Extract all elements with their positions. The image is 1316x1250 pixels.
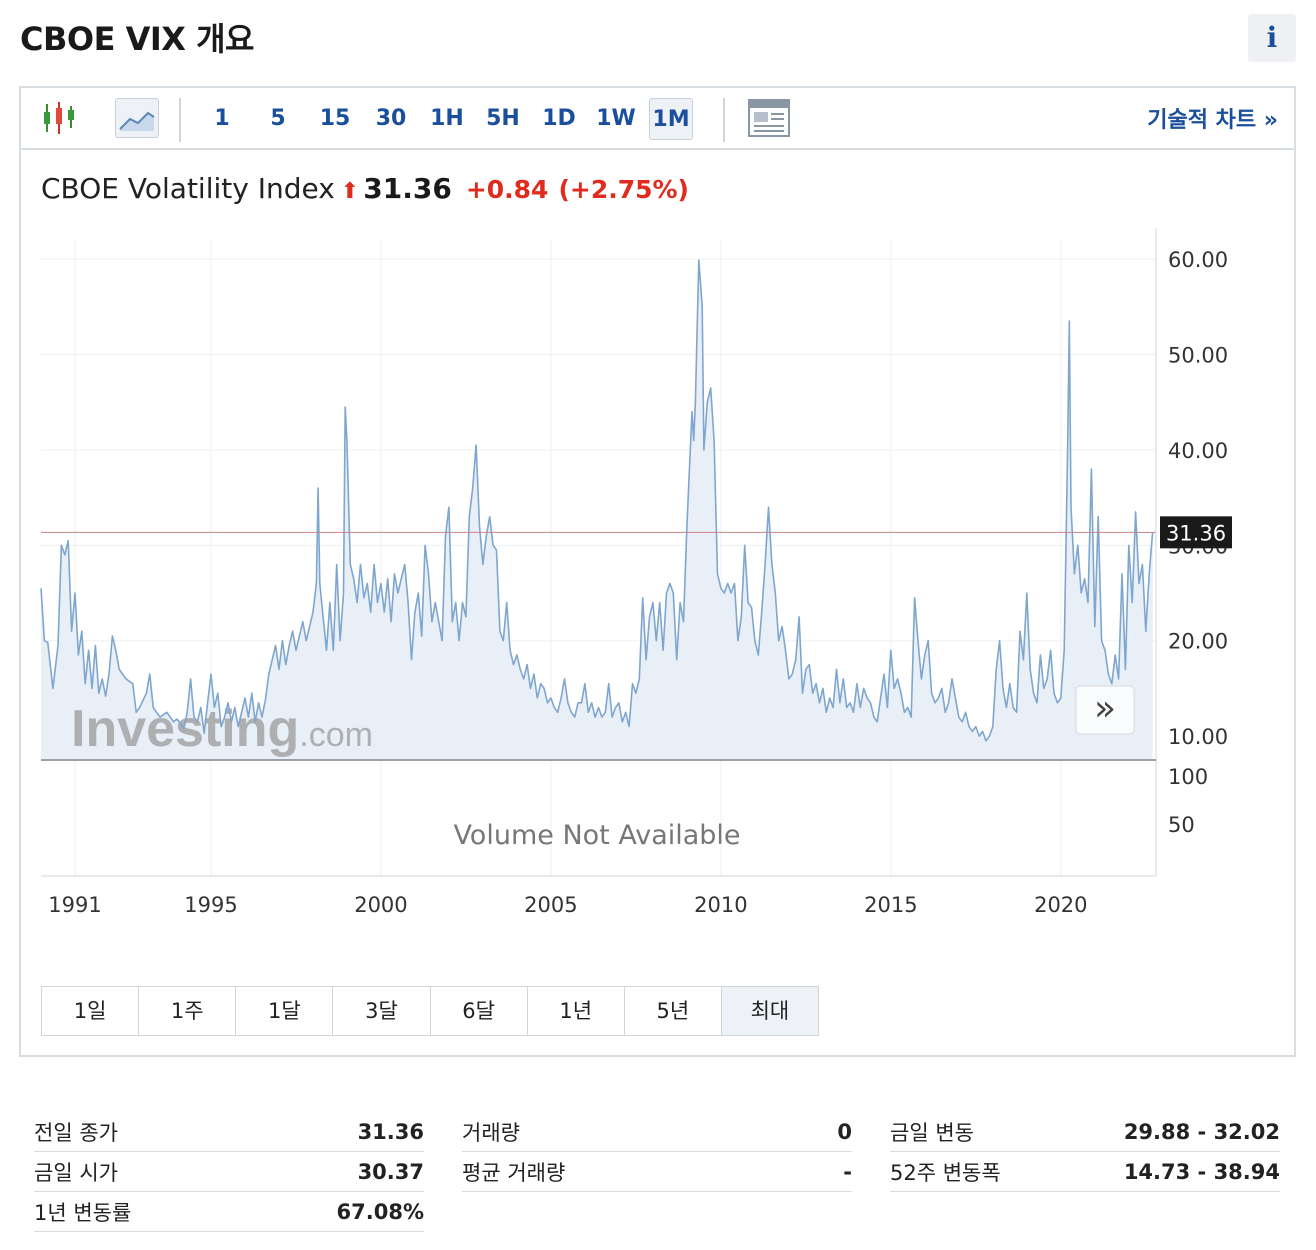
stat-value: 0 — [837, 1119, 852, 1144]
timeframe-15[interactable]: 15 — [319, 106, 351, 131]
chart-toolbar: 1 5 15 30 1H 5H 1D 1W 1M 기술적 차트 » — [21, 88, 1294, 150]
x-tick-label: 2000 — [354, 893, 407, 917]
area-chart-icon[interactable] — [115, 98, 159, 138]
range-selector: 1일 1주 1달 3달 6달 1년 5년 최대 — [41, 986, 819, 1036]
news-layout-icon[interactable] — [747, 98, 791, 138]
x-tick-label: 1991 — [48, 893, 101, 917]
technical-chart-link[interactable]: 기술적 차트 » — [1147, 108, 1278, 133]
last-price: 31.36 — [363, 172, 452, 205]
stat-label: 1년 변동률 — [34, 1200, 132, 1225]
timeframe-5h[interactable]: 5H — [486, 106, 520, 131]
scroll-forward-button[interactable] — [1075, 685, 1135, 735]
timeframe-1d[interactable]: 1D — [542, 106, 576, 131]
last-value-badge — [1160, 516, 1232, 549]
x-tick-label: 2010 — [694, 893, 747, 917]
stat-label: 금일 시가 — [34, 1160, 118, 1185]
price-change-percent: (+2.75%) — [558, 175, 689, 204]
range-1w[interactable]: 1주 — [139, 987, 237, 1035]
y-tick-label: 50.00 — [1168, 343, 1228, 367]
x-tick-label: 2015 — [864, 893, 917, 917]
y-tick-label: 60.00 — [1168, 248, 1228, 272]
vix-series-line — [40, 259, 1154, 742]
stat-label: 전일 종가 — [34, 1120, 118, 1145]
range-max[interactable]: 최대 — [721, 987, 818, 1035]
x-tick-label: 1995 — [184, 893, 237, 917]
last-value-label: 31.36 — [1166, 521, 1226, 545]
range-1y[interactable]: 1년 — [527, 987, 625, 1035]
stat-value: 30.37 — [357, 1159, 424, 1184]
stat-label: 거래량 — [462, 1120, 520, 1145]
quote-header: CBOE Volatility Index ⬆ 31.36 +0.84 (+2.75%) — [41, 172, 689, 205]
y-tick-label: 40.00 — [1168, 439, 1228, 463]
timeframe-1h[interactable]: 1H — [430, 106, 464, 131]
toolbar-separator — [179, 98, 181, 142]
volume-tick-label: 50 — [1168, 813, 1195, 837]
stat-label: 52주 변동폭 — [890, 1160, 1001, 1185]
volume-not-available: Volume Not Available — [453, 820, 740, 851]
stat-row: 거래량 0 — [462, 1112, 852, 1152]
stats-column-3: 금일 변동 29.88 - 32.02 52주 변동폭 14.73 - 38.94 — [890, 1112, 1280, 1192]
info-button[interactable]: i — [1248, 14, 1296, 62]
toolbar-separator — [723, 98, 725, 142]
stat-label: 금일 변동 — [890, 1120, 974, 1145]
stat-row: 평균 거래량 - — [462, 1152, 852, 1192]
stat-label: 평균 거래량 — [462, 1160, 566, 1185]
price-change: +0.84 — [465, 175, 549, 204]
double-chevron-right-icon: » — [1094, 688, 1116, 729]
stats-column-1: 전일 종가 31.36 금일 시가 30.37 1년 변동률 67.08% — [34, 1112, 424, 1232]
range-6m[interactable]: 6달 — [430, 987, 528, 1035]
stat-value: - — [843, 1159, 852, 1184]
range-1d[interactable]: 1일 — [42, 987, 140, 1035]
chart-widget: 1 5 15 30 1H 5H 1D 1W 1M 기술적 차트 » CBOE V… — [19, 86, 1296, 1057]
stat-value: 67.08% — [336, 1199, 424, 1224]
stat-row: 전일 종가 31.36 — [34, 1112, 424, 1152]
x-tick-label: 2005 — [524, 893, 577, 917]
stat-value: 29.88 - 32.02 — [1123, 1119, 1280, 1144]
timeframe-1m[interactable]: 1M — [649, 98, 693, 140]
up-arrow-icon: ⬆ — [340, 179, 360, 204]
candlestick-icon[interactable] — [37, 98, 81, 138]
stat-row: 금일 시가 30.37 — [34, 1152, 424, 1192]
range-5y[interactable]: 5년 — [624, 987, 722, 1035]
stat-value: 31.36 — [357, 1119, 424, 1144]
price-chart[interactable]: Investing.com10.0020.0030.0040.0050.0060… — [21, 228, 1294, 963]
range-1m[interactable]: 1달 — [236, 987, 334, 1035]
y-tick-label: 10.00 — [1168, 725, 1228, 749]
instrument-name: CBOE Volatility Index — [41, 172, 335, 205]
timeframe-30[interactable]: 30 — [375, 106, 407, 131]
stat-row: 금일 변동 29.88 - 32.02 — [890, 1112, 1280, 1152]
area-fill — [41, 260, 1153, 760]
range-3m[interactable]: 3달 — [333, 987, 431, 1035]
stat-row: 1년 변동률 67.08% — [34, 1192, 424, 1232]
y-tick-label: 20.00 — [1168, 630, 1228, 654]
timeframe-5[interactable]: 5 — [270, 106, 286, 131]
watermark-logo: Investing.com — [71, 700, 373, 758]
stat-value: 14.73 - 38.94 — [1123, 1159, 1280, 1184]
timeframe-1w[interactable]: 1W — [596, 106, 636, 131]
volume-tick-label: 100 — [1168, 765, 1208, 789]
stats-column-2: 거래량 0 평균 거래량 - — [462, 1112, 852, 1192]
stat-row: 52주 변동폭 14.73 - 38.94 — [890, 1152, 1280, 1192]
timeframe-1[interactable]: 1 — [214, 106, 230, 131]
x-tick-label: 2020 — [1034, 893, 1087, 917]
page-title: CBOE VIX 개요 — [20, 20, 254, 58]
